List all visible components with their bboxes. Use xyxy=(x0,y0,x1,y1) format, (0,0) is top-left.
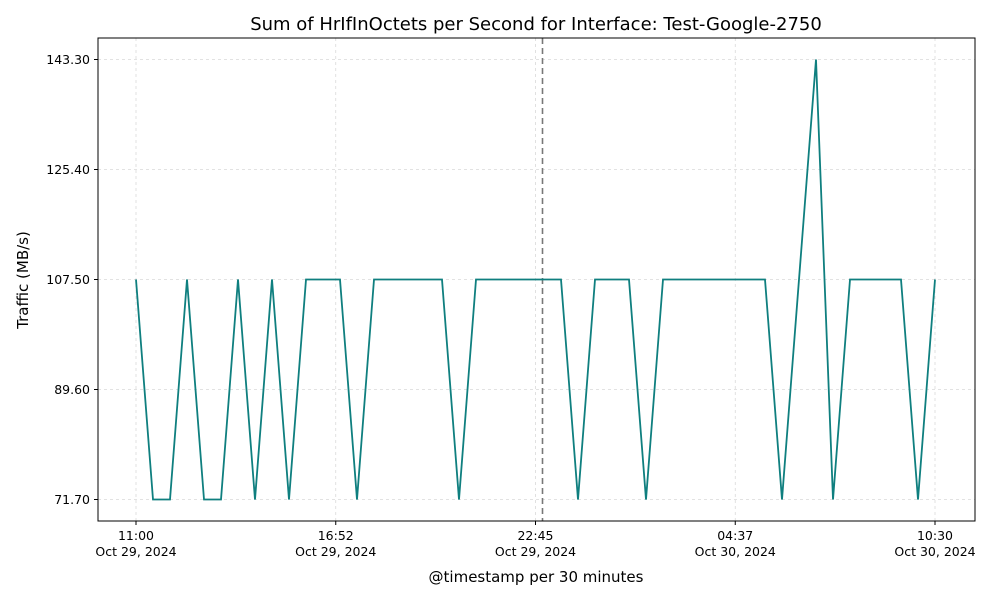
x-tick-time: 22:45 xyxy=(517,528,553,543)
chart-title: Sum of HrIfInOctets per Second for Inter… xyxy=(250,14,822,35)
y-tick-label: 125.40 xyxy=(46,162,90,177)
y-tick-label: 107.50 xyxy=(46,272,90,287)
x-tick-time: 10:30 xyxy=(917,528,953,543)
y-axis-label: Traffic (MB/s) xyxy=(14,231,32,330)
x-tick-date: Oct 29, 2024 xyxy=(295,544,376,559)
x-tick-date: Oct 30, 2024 xyxy=(894,544,975,559)
x-tick-date: Oct 29, 2024 xyxy=(495,544,576,559)
x-axis-label: @timestamp per 30 minutes xyxy=(429,568,644,586)
x-tick-time: 04:37 xyxy=(717,528,753,543)
y-axis: 71.70 89.60 107.50 125.40 143.30 xyxy=(46,52,98,507)
x-tick-time: 16:52 xyxy=(318,528,354,543)
x-tick-time: 11:00 xyxy=(118,528,154,543)
x-tick-date: Oct 30, 2024 xyxy=(695,544,776,559)
series-line xyxy=(135,59,936,501)
y-tick-label: 89.60 xyxy=(54,382,90,397)
y-tick-label: 71.70 xyxy=(54,492,90,507)
y-tick-label: 143.30 xyxy=(46,52,90,67)
x-tick-date: Oct 29, 2024 xyxy=(95,544,176,559)
